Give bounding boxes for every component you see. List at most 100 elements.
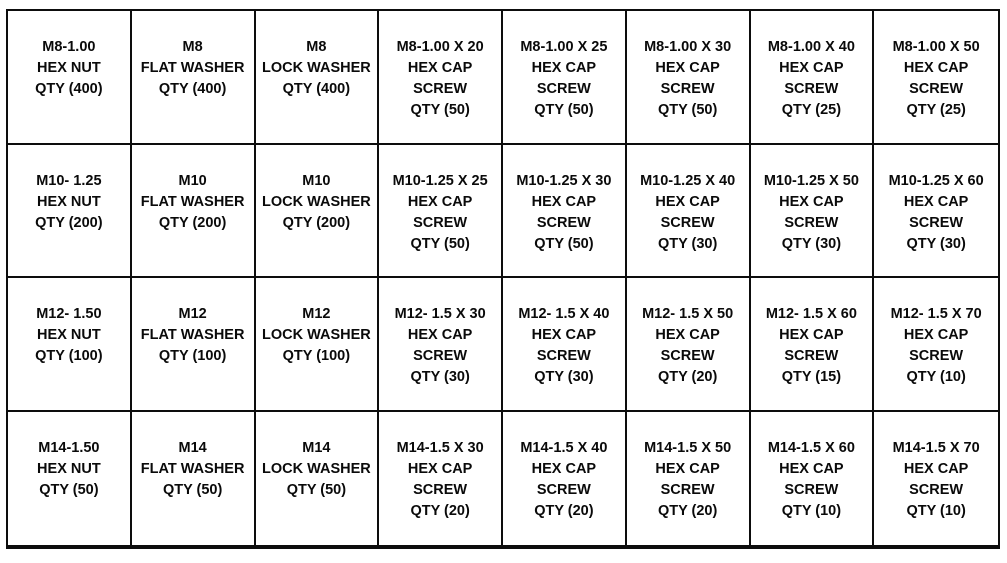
label-line: HEX CAP bbox=[779, 193, 844, 210]
label-line: QTY (100) bbox=[158, 348, 227, 364]
label-line: M12- 1.5 X 70 bbox=[890, 306, 982, 322]
label-line: M8-1.00 X 30 bbox=[644, 39, 732, 55]
label-line: SCREW bbox=[909, 481, 964, 498]
label-line: QTY (20) bbox=[657, 369, 718, 385]
label-line: SCREW bbox=[413, 214, 468, 231]
label-line: QTY (400) bbox=[158, 81, 227, 97]
label-line: HEX CAP bbox=[531, 460, 597, 477]
label-line: HEX CAP bbox=[903, 193, 969, 210]
label-line: SCREW bbox=[536, 81, 591, 97]
label-line: HEX NUT bbox=[37, 193, 101, 210]
label-line: HEX CAP bbox=[779, 60, 844, 76]
label-line: LOCK WASHER bbox=[262, 60, 371, 76]
label-line: SCREW bbox=[413, 81, 468, 97]
label-cell: M14-1.5 X 40 HEX CAP SCREW QTY (20) bbox=[503, 411, 627, 545]
label-line: M8-1.00 X 20 bbox=[396, 39, 484, 55]
label-line: HEX NUT bbox=[37, 60, 101, 76]
label-cell: M12- 1.5 X 30 HEX CAP SCREW QTY (30) bbox=[379, 278, 503, 412]
label-line: QTY (50) bbox=[39, 481, 99, 498]
label-line: SCREW bbox=[413, 348, 468, 364]
label-line: M14-1.5 X 40 bbox=[520, 439, 608, 456]
label-line: M10-1.25 X 50 bbox=[763, 172, 859, 189]
label-cell: M12 LOCK WASHER QTY (100) bbox=[255, 278, 380, 412]
label-cell: M14 FLAT WASHER QTY (50) bbox=[131, 411, 256, 545]
label-line: QTY (50) bbox=[410, 102, 470, 118]
label-line: M10-1.25 X 30 bbox=[516, 172, 612, 189]
label-line: QTY (200) bbox=[35, 214, 103, 231]
label-line: SCREW bbox=[536, 214, 591, 231]
label-line: QTY (10) bbox=[906, 502, 966, 519]
label-cell: M8-1.00 X 50 HEX CAP SCREW QTY (25) bbox=[874, 11, 998, 145]
label-line: LOCK WASHER bbox=[262, 460, 371, 477]
label-line: QTY (100) bbox=[35, 348, 103, 364]
label-cell: M14-1.5 X 50 HEX CAP SCREW QTY (20) bbox=[626, 411, 751, 545]
label-line: QTY (400) bbox=[282, 81, 351, 97]
label-cell: M14 LOCK WASHER QTY (50) bbox=[255, 411, 380, 545]
label-line: SCREW bbox=[660, 481, 715, 498]
label-line: FLAT WASHER bbox=[140, 60, 245, 76]
label-line: HEX CAP bbox=[531, 327, 597, 343]
label-line: M10-1.25 X 40 bbox=[640, 172, 736, 189]
label-line: FLAT WASHER bbox=[140, 327, 245, 343]
label-line: M10-1.25 X 25 bbox=[392, 172, 488, 189]
label-line: SCREW bbox=[784, 348, 839, 364]
label-cell: M12- 1.5 X 50 HEX CAP SCREW QTY (20) bbox=[626, 278, 751, 412]
label-cell: M12- 1.5 X 60 HEX CAP SCREW QTY (15) bbox=[750, 278, 875, 412]
label-line: M14 bbox=[302, 439, 331, 456]
label-line: M14-1.5 X 70 bbox=[892, 439, 980, 456]
label-line: SCREW bbox=[784, 481, 839, 498]
label-cell: M10-1.25 X 60 HEX CAP SCREW QTY (30) bbox=[874, 144, 998, 278]
label-line: SCREW bbox=[413, 481, 468, 498]
label-line: QTY (200) bbox=[158, 214, 227, 231]
label-line: M14-1.50 bbox=[38, 439, 100, 456]
label-line: QTY (30) bbox=[534, 369, 594, 385]
label-line: QTY (25) bbox=[906, 102, 966, 118]
label-line: M10 bbox=[178, 172, 207, 189]
label-line: M12 bbox=[178, 306, 207, 322]
label-cell: M10- 1.25 HEX NUT QTY (200) bbox=[8, 144, 132, 278]
label-line: QTY (10) bbox=[781, 502, 842, 519]
label-line: LOCK WASHER bbox=[262, 193, 371, 210]
label-line: HEX NUT bbox=[37, 460, 101, 477]
label-line: QTY (50) bbox=[286, 481, 347, 498]
label-line: M10- 1.25 bbox=[36, 172, 102, 189]
label-line: QTY (200) bbox=[282, 214, 351, 231]
label-cell: M10 FLAT WASHER QTY (200) bbox=[131, 144, 256, 278]
label-line: SCREW bbox=[909, 214, 964, 231]
label-line: M14-1.5 X 30 bbox=[396, 439, 484, 456]
label-line: FLAT WASHER bbox=[140, 460, 245, 477]
label-line: QTY (20) bbox=[410, 502, 470, 519]
label-line: M14-1.5 X 50 bbox=[644, 439, 732, 456]
label-cell: M8-1.00 X 25 HEX CAP SCREW QTY (50) bbox=[503, 11, 627, 145]
label-line: HEX CAP bbox=[655, 327, 720, 343]
label-cell: M8 LOCK WASHER QTY (400) bbox=[255, 11, 380, 145]
label-cell: M14-1.50 HEX NUT QTY (50) bbox=[8, 411, 132, 545]
label-line: HEX CAP bbox=[779, 327, 844, 343]
label-line: QTY (50) bbox=[162, 481, 223, 498]
label-line: M8-1.00 X 25 bbox=[520, 39, 608, 55]
label-line: M12- 1.5 X 60 bbox=[765, 306, 857, 322]
label-line: SCREW bbox=[536, 481, 591, 498]
label-line: QTY (400) bbox=[35, 81, 103, 97]
label-cell: M10 LOCK WASHER QTY (200) bbox=[255, 144, 380, 278]
label-line: QTY (30) bbox=[781, 235, 842, 252]
label-cell: M10-1.25 X 30 HEX CAP SCREW QTY (50) bbox=[503, 144, 627, 278]
label-line: M8 bbox=[182, 39, 203, 55]
label-line: HEX CAP bbox=[407, 327, 473, 343]
label-line: SCREW bbox=[784, 81, 839, 97]
label-line: QTY (100) bbox=[282, 348, 351, 364]
label-cell: M14-1.5 X 70 HEX CAP SCREW QTY (10) bbox=[874, 411, 998, 545]
label-line: M14 bbox=[178, 439, 207, 456]
label-line: QTY (20) bbox=[534, 502, 594, 519]
label-cell: M8-1.00 X 30 HEX CAP SCREW QTY (50) bbox=[626, 11, 751, 145]
label-line: M8-1.00 X 50 bbox=[892, 39, 980, 55]
label-line: HEX CAP bbox=[903, 460, 969, 477]
label-line: QTY (10) bbox=[906, 369, 966, 385]
label-cell: M8-1.00 X 40 HEX CAP SCREW QTY (25) bbox=[750, 11, 875, 145]
label-cell: M10-1.25 X 50 HEX CAP SCREW QTY (30) bbox=[750, 144, 875, 278]
label-line: M12 bbox=[302, 306, 331, 322]
label-line: HEX CAP bbox=[407, 60, 473, 76]
label-cell: M14-1.5 X 30 HEX CAP SCREW QTY (20) bbox=[379, 411, 503, 545]
label-line: HEX CAP bbox=[531, 193, 597, 210]
label-line: HEX CAP bbox=[655, 60, 720, 76]
